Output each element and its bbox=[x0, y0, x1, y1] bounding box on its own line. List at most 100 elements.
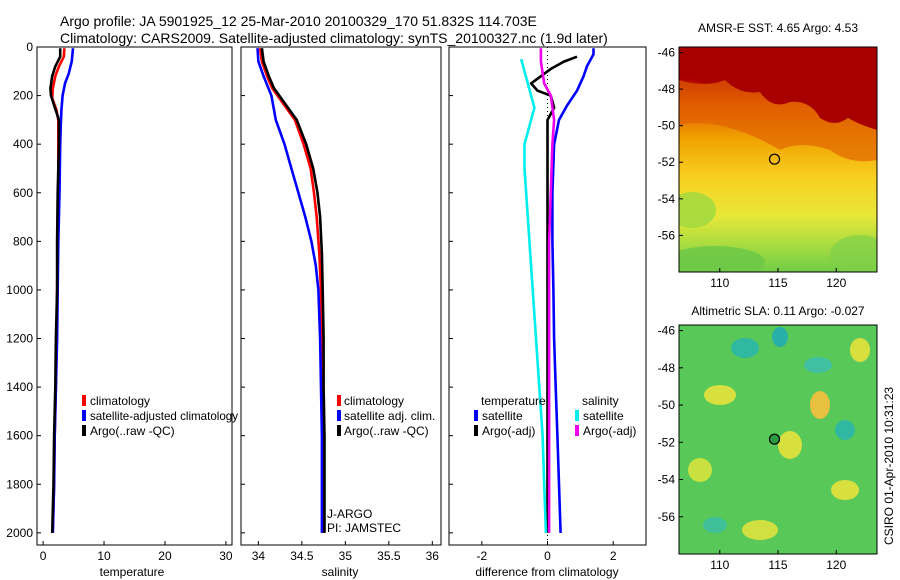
pi-label: PI: JAMSTEC bbox=[327, 521, 401, 535]
header-line-2: Climatology: CARS2009. Satellite-adjuste… bbox=[60, 30, 608, 46]
depth-tick-label: 200 bbox=[13, 89, 33, 103]
sst-map-lat-label: -46 bbox=[658, 45, 676, 59]
depth-tick-label: 1000 bbox=[6, 283, 33, 297]
temperature-xlabel: temperature bbox=[100, 565, 165, 579]
sla-map-lon-label: 120 bbox=[826, 558, 846, 572]
sst-map-title: AMSR-E SST: 4.65 Argo: 4.53 bbox=[698, 21, 858, 35]
legend-label-climatology: climatology bbox=[344, 394, 404, 408]
sst-map-lat-label: -48 bbox=[658, 82, 676, 96]
sst-map-lat-label: -56 bbox=[658, 228, 676, 242]
salinity-series-satellite-adj-clim- bbox=[256, 48, 324, 533]
sla-high-5 bbox=[688, 458, 712, 482]
depth-tick-label: 800 bbox=[13, 234, 33, 248]
salinity-xtick-label: 34 bbox=[252, 549, 266, 563]
depth-tick-label: 1200 bbox=[6, 332, 33, 346]
temperature-xtick-label: 0 bbox=[40, 549, 47, 563]
panel-sla-map: Altimetric SLA: 0.11 Argo: -0.027 110 115… bbox=[658, 304, 878, 572]
sst-map-lon-label: 115 bbox=[768, 276, 787, 290]
sst-green-patch-south bbox=[679, 246, 765, 272]
depth-tick-label: 0 bbox=[26, 40, 33, 54]
depth-tick-label: 1600 bbox=[6, 429, 33, 443]
sst-map-lat-label: -52 bbox=[658, 155, 676, 169]
temperature-xtick-label: 30 bbox=[219, 549, 233, 563]
sla-low-5 bbox=[703, 517, 727, 533]
sst-map-lat-label: -50 bbox=[658, 119, 676, 133]
data-center-label: J-ARGO bbox=[327, 507, 372, 521]
legend-swatch-temp-argo bbox=[474, 425, 478, 436]
difference-xtick-label: 0 bbox=[544, 549, 551, 563]
salinity-series bbox=[256, 48, 326, 533]
panel-temperature: 0 10 20 30 0 200 400 600 800 1000 1200 1400 1600 1800… bbox=[6, 40, 238, 579]
difference-xtick-label: 2 bbox=[610, 549, 617, 563]
legend-label-sal-satellite: satellite bbox=[583, 409, 624, 423]
sla-map-lon-label: 115 bbox=[768, 558, 787, 572]
temperature-legend: climatology satellite-adjusted climatolo… bbox=[82, 394, 238, 438]
difference-legend: temperature satellite Argo(-adj) salinit… bbox=[474, 394, 636, 438]
difference-series-satellite-temperature bbox=[551, 48, 595, 533]
depth-tick-label: 1800 bbox=[6, 477, 33, 491]
legend-swatch-satellite-adjusted bbox=[82, 410, 86, 421]
temperature-grid: 0 10 20 30 0 200 400 600 800 1000 1200 1400 1600 1800… bbox=[6, 40, 233, 563]
salinity-xlabel: salinity bbox=[322, 565, 359, 579]
sst-map-lon-label: 110 bbox=[710, 276, 729, 290]
sla-map-lat-label: -52 bbox=[658, 435, 676, 449]
legend-swatch-temp-satellite bbox=[474, 410, 478, 421]
sla-high-6 bbox=[742, 520, 778, 540]
salinity-grid: 34 34.5 35 35.5 36 bbox=[241, 46, 440, 563]
temperature-xtick-label: 20 bbox=[158, 549, 172, 563]
legend-swatch-sal-satellite bbox=[575, 410, 579, 421]
difference-xtick-label: -2 bbox=[476, 549, 487, 563]
legend-label-argo: Argo(..raw -QC) bbox=[90, 424, 175, 438]
legend-label-satellite-adj: satellite adj. clim. bbox=[344, 409, 435, 423]
panel-salinity: 34 34.5 35 35.5 36 salinity climatology sate… bbox=[240, 46, 442, 579]
sla-map-lat-label: -54 bbox=[658, 473, 676, 487]
sla-map-lat-label: -50 bbox=[658, 398, 676, 412]
depth-tick-label: 2000 bbox=[6, 526, 33, 540]
legend-group-salinity: salinity bbox=[582, 394, 619, 408]
sla-high-4 bbox=[831, 480, 859, 500]
sst-orange-band bbox=[679, 80, 877, 162]
sst-map-lat-label: -54 bbox=[658, 192, 676, 206]
sst-green-patch-east bbox=[830, 235, 877, 272]
temperature-axes-box bbox=[36, 46, 233, 546]
salinity-axes-box bbox=[240, 46, 442, 546]
difference-grid: -2 0 2 bbox=[449, 46, 617, 563]
sla-map-lat-label: -48 bbox=[658, 361, 676, 375]
sst-green-patch-west bbox=[679, 192, 716, 228]
difference-series-argo-adj--temperature bbox=[529, 55, 578, 533]
legend-swatch-argo bbox=[82, 425, 86, 436]
legend-swatch-climatology bbox=[337, 395, 341, 406]
temperature-series bbox=[49, 48, 75, 533]
sla-ticks: 110 115 120 -46 -48 -50 -52 -54 -56 bbox=[658, 324, 847, 572]
depth-tick-label: 400 bbox=[13, 137, 33, 151]
salinity-xtick-label: 35 bbox=[339, 549, 353, 563]
legend-label-argo: Argo(..raw -QC) bbox=[344, 424, 429, 438]
legend-label-satellite-adjusted: satellite-adjusted climatology bbox=[90, 409, 238, 423]
sla-high-2 bbox=[778, 431, 802, 459]
legend-label-sal-argo: Argo(-adj) bbox=[583, 424, 636, 438]
legend-swatch-climatology bbox=[82, 395, 86, 406]
sla-low-3 bbox=[835, 420, 855, 440]
legend-label-temp-satellite: satellite bbox=[482, 409, 523, 423]
temperature-series-argo-raw-qc- bbox=[49, 48, 62, 533]
salinity-legend: climatology satellite adj. clim. Argo(..… bbox=[337, 394, 435, 438]
sla-map-title: Altimetric SLA: 0.11 Argo: -0.027 bbox=[691, 304, 865, 318]
sla-high-7 bbox=[850, 338, 870, 362]
legend-swatch-sal-argo bbox=[575, 425, 579, 436]
depth-tick-label: 1400 bbox=[6, 380, 33, 394]
sla-high-1 bbox=[704, 385, 736, 405]
salinity-xtick-label: 34.5 bbox=[290, 549, 314, 563]
sst-warm-front bbox=[679, 47, 877, 130]
sla-map-lat-label: -46 bbox=[658, 324, 676, 338]
salinity-xtick-label: 36 bbox=[426, 549, 440, 563]
sla-high-3 bbox=[810, 391, 830, 419]
legend-swatch-argo bbox=[337, 425, 341, 436]
sla-low-1 bbox=[731, 338, 759, 358]
sla-low-4 bbox=[804, 357, 832, 373]
difference-series-satellite-salinity bbox=[519, 58, 548, 533]
argo-location-marker bbox=[768, 153, 781, 165]
sst-field bbox=[679, 47, 877, 272]
difference-series bbox=[519, 48, 595, 533]
header-line-1: Argo profile: JA 5901925_12 25-Mar-2010 … bbox=[60, 13, 537, 29]
